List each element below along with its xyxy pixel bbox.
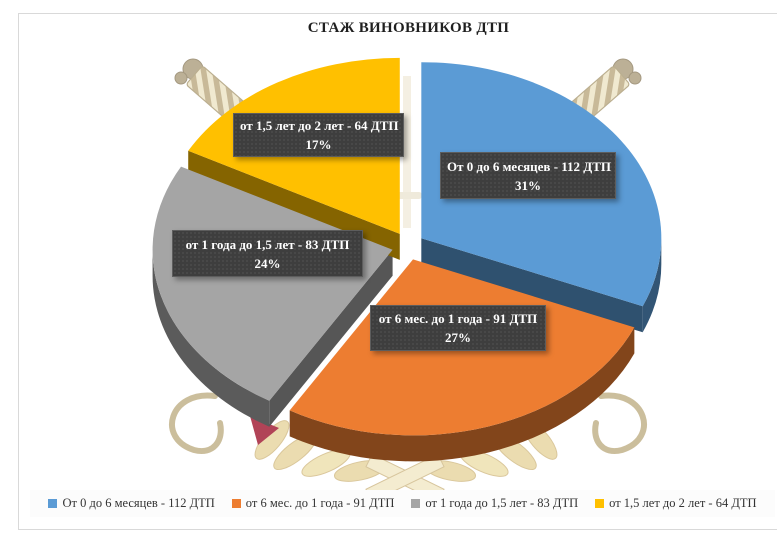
callout-slice-3: от 1,5 лет до 2 лет - 64 ДТП 17% (233, 113, 404, 157)
callout-text: от 6 мес. до 1 года - 91 ДТП (378, 311, 538, 326)
legend-item-0: От 0 до 6 месяцев - 112 ДТП (48, 496, 215, 511)
watermark-guard-loop-right-icon (595, 395, 644, 451)
callout-percent: 17% (305, 137, 332, 152)
callout-percent: 27% (445, 330, 471, 345)
pie-slice-0-rim-wall (642, 238, 662, 333)
callout-text: от 1,5 лет до 2 лет - 64 ДТП (240, 118, 399, 133)
callout-text: От 0 до 6 месяцев - 112 ДТП (447, 158, 612, 174)
pie-slice-2-cut-wall (269, 249, 393, 427)
pie-slice-2 (152, 166, 393, 401)
callout-percent: 24% (254, 255, 281, 271)
callout-slice-0: От 0 до 6 месяцев - 112 ДТП 31% (440, 152, 616, 199)
callout-text: от 1 года до 1,5 лет - 83 ДТП (185, 236, 350, 252)
callout-slice-1: от 6 мес. до 1 года - 91 ДТП 27% (370, 305, 546, 351)
legend-label: от 1 года до 1,5 лет - 83 ДТП (425, 496, 579, 510)
legend: От 0 до 6 месяцев - 112 ДТП от 6 мес. до… (30, 490, 775, 517)
legend-swatch-icon (231, 499, 241, 508)
pie-slice-2-rim-wall (152, 249, 270, 427)
pie-slice-1-rim-wall (289, 327, 635, 462)
callout-percent: 31% (515, 177, 541, 193)
legend-label: от 1,5 лет до 2 лет - 64 ДТП (609, 496, 757, 510)
legend-swatch-icon (48, 499, 58, 508)
legend-swatch-icon (595, 499, 605, 508)
legend-item-3: от 1,5 лет до 2 лет - 64 ДТП (595, 496, 757, 511)
legend-item-1: от 6 мес. до 1 года - 91 ДТП (231, 496, 395, 511)
legend-label: от 6 мес. до 1 года - 91 ДТП (245, 496, 395, 510)
pie-slice-0-cut-wall (421, 238, 643, 333)
legend-label: От 0 до 6 месяцев - 112 ДТП (62, 496, 215, 510)
legend-item-2: от 1 года до 1,5 лет - 83 ДТП (411, 496, 578, 511)
watermark-guard-loop-left-icon (172, 395, 221, 451)
watermark-red-ribbon-icon (250, 416, 279, 445)
legend-swatch-icon (411, 499, 421, 508)
callout-slice-2: от 1 года до 1,5 лет - 83 ДТП 24% (172, 230, 363, 277)
chart-title: СТАЖ ВИНОВНИКОВ ДТП (307, 20, 510, 36)
